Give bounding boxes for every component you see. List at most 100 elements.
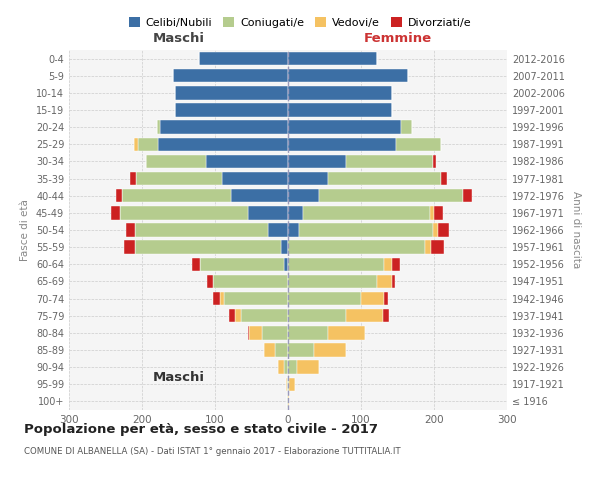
Bar [288,394,289,408]
Bar [288,344,314,356]
Bar [124,240,134,254]
Bar [288,120,401,134]
Bar [299,224,433,236]
Bar [288,206,302,220]
Bar [284,360,288,374]
Bar [248,326,250,340]
Bar [442,172,447,186]
Bar [288,86,392,100]
Y-axis label: Anni di nascita: Anni di nascita [571,192,581,268]
Bar [175,86,288,100]
Bar [430,206,434,220]
Bar [361,292,385,306]
Bar [199,52,288,66]
Bar [284,258,288,271]
Bar [288,326,328,340]
Bar [431,240,444,254]
Bar [328,172,442,186]
Bar [319,189,463,202]
Bar [433,224,439,236]
Bar [288,309,346,322]
Bar [278,360,284,374]
Bar [158,138,288,151]
Bar [264,344,275,356]
Text: COMUNE DI ALBANELLA (SA) - Dati ISTAT 1° gennaio 2017 - Elaborazione TUTTITALIA.: COMUNE DI ALBANELLA (SA) - Dati ISTAT 1°… [24,448,401,456]
Bar [392,258,400,271]
Text: Maschi: Maschi [152,32,205,45]
Bar [439,224,449,236]
Bar [122,189,231,202]
Bar [328,326,365,340]
Bar [297,360,319,374]
Bar [385,292,388,306]
Bar [130,172,136,186]
Bar [160,120,288,134]
Bar [200,258,284,271]
Bar [229,309,235,322]
Bar [288,258,385,271]
Bar [377,274,392,288]
Bar [288,240,425,254]
Bar [241,309,288,322]
Legend: Celibi/Nubili, Coniugati/e, Vedovi/e, Divorziati/e: Celibi/Nubili, Coniugati/e, Vedovi/e, Di… [124,13,476,32]
Bar [288,154,346,168]
Bar [220,292,224,306]
Bar [250,326,262,340]
Bar [463,189,472,202]
Bar [288,69,409,82]
Bar [288,378,289,391]
Bar [287,394,288,408]
Bar [302,206,430,220]
Bar [268,224,288,236]
Y-axis label: Fasce di età: Fasce di età [20,199,30,261]
Bar [173,69,288,82]
Bar [383,309,389,322]
Bar [289,378,295,391]
Bar [288,224,299,236]
Bar [288,360,297,374]
Bar [213,292,220,306]
Bar [231,189,288,202]
Text: Popolazione per età, sesso e stato civile - 2017: Popolazione per età, sesso e stato civil… [24,422,378,436]
Bar [224,292,288,306]
Bar [425,240,431,254]
Text: Maschi: Maschi [152,371,205,384]
Bar [206,154,288,168]
Bar [346,154,433,168]
Bar [137,138,158,151]
Bar [112,206,120,220]
Bar [134,240,281,254]
Bar [385,258,392,271]
Bar [346,309,383,322]
Bar [288,104,392,117]
Bar [146,154,206,168]
Bar [120,206,248,220]
Bar [288,189,319,202]
Bar [275,344,288,356]
Bar [134,138,137,151]
Bar [396,138,442,151]
Bar [434,206,443,220]
Bar [262,326,288,340]
Bar [392,274,395,288]
Bar [136,172,223,186]
Bar [288,274,377,288]
Bar [207,274,213,288]
Bar [281,240,288,254]
Bar [288,292,361,306]
Bar [288,52,377,66]
Bar [288,172,328,186]
Bar [433,154,436,168]
Bar [126,224,134,236]
Bar [175,104,288,117]
Bar [191,258,200,271]
Bar [314,344,346,356]
Bar [287,378,288,391]
Bar [213,274,288,288]
Bar [288,138,396,151]
Bar [223,172,288,186]
Bar [401,120,412,134]
Bar [134,224,268,236]
Bar [157,120,160,134]
Bar [116,189,122,202]
